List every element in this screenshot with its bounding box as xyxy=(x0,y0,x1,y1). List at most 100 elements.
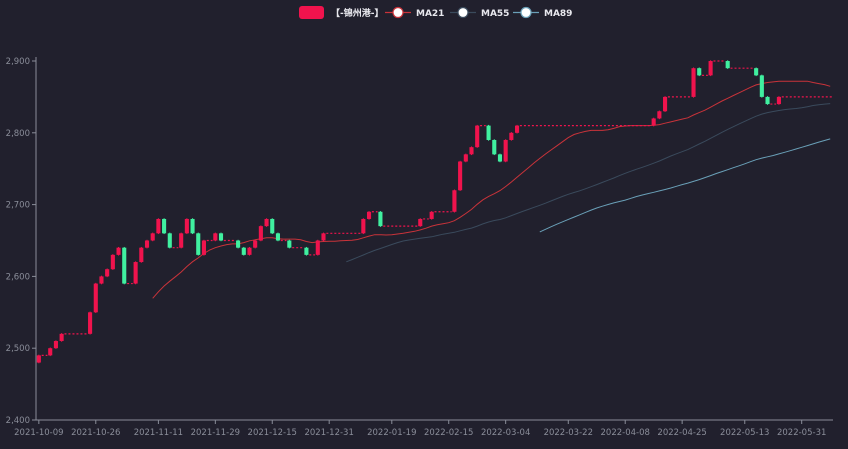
ma89-line xyxy=(539,138,831,233)
x-tick-label: 2022-05-31 xyxy=(777,428,826,438)
candle-up xyxy=(247,246,252,256)
candle-up xyxy=(321,232,326,242)
candle-up xyxy=(708,60,713,77)
candle-up xyxy=(463,153,468,163)
legend-ma21-marker xyxy=(392,6,404,19)
candle-up xyxy=(663,96,668,112)
candle-up xyxy=(253,239,258,249)
legend-kline-label: 【-锦州港-】 xyxy=(331,7,383,19)
candle-up xyxy=(213,232,218,242)
candle-up xyxy=(88,311,93,335)
candle-up xyxy=(139,246,144,263)
x-tick-label: 2021-12-31 xyxy=(304,428,353,438)
candle-body xyxy=(378,211,383,227)
candle-up xyxy=(366,211,372,220)
candle-body xyxy=(167,233,172,248)
legend-ma89-marker xyxy=(520,6,532,19)
candle-body xyxy=(48,348,53,356)
x-tick-label: 2021-12-15 xyxy=(248,428,297,438)
candle-body xyxy=(133,262,138,284)
candle-up xyxy=(110,254,115,270)
legend-item-ma21[interactable]: MA21 xyxy=(385,6,444,20)
candle-body xyxy=(429,211,434,219)
candle-up xyxy=(184,218,189,235)
x-tick-label: 2022-03-04 xyxy=(481,428,530,438)
candle-body xyxy=(452,190,457,212)
x-tick-label: 2022-02-15 xyxy=(424,428,473,438)
legend-kline-swatch xyxy=(299,6,324,19)
candle-down xyxy=(304,246,309,256)
candle-body xyxy=(93,283,98,313)
candle-body xyxy=(270,218,275,234)
candle-body xyxy=(218,233,224,241)
candle-body xyxy=(59,333,64,342)
candle-body xyxy=(458,161,463,191)
candle-body xyxy=(486,125,491,140)
legend-item-ma55[interactable]: MA55 xyxy=(450,6,509,20)
candle-down xyxy=(378,211,383,227)
candle-body xyxy=(304,247,309,255)
candle-body xyxy=(651,118,656,126)
candle-body xyxy=(88,312,93,334)
x-tick-label: 2021-11-11 xyxy=(134,428,183,438)
candle-body xyxy=(258,226,263,241)
candle-down xyxy=(765,96,770,105)
candle-up xyxy=(150,232,155,242)
y-tick-label: 2,900 xyxy=(6,57,30,67)
candle-body xyxy=(144,240,150,248)
candle-up xyxy=(657,110,662,120)
x-axis: 2021-10-09 2021-10-26 2021-11-11 2021-11-29… xyxy=(14,419,833,438)
candle-body xyxy=(463,154,468,162)
candle-up xyxy=(133,261,138,285)
candle-down xyxy=(270,218,275,235)
candle-body xyxy=(253,240,258,248)
candle-body xyxy=(469,147,474,155)
candle-down xyxy=(725,60,730,69)
candle-up xyxy=(691,67,696,98)
candle-body xyxy=(275,233,280,241)
legend-ma55-marker xyxy=(457,6,469,19)
legend-item-kline[interactable]: 【-锦州港-】 xyxy=(299,6,383,19)
candle-down xyxy=(754,67,759,77)
candle-up xyxy=(475,124,480,148)
chart-legend[interactable]: 【-锦州港-】 MA21 MA55 MA89 xyxy=(299,6,572,19)
candle-body xyxy=(759,75,764,97)
candle-down xyxy=(275,232,280,242)
x-tick-label: 2022-01-19 xyxy=(367,428,416,438)
candle-down xyxy=(236,239,241,249)
candle-body xyxy=(708,61,713,76)
candle-up xyxy=(469,146,474,156)
candle-up xyxy=(452,189,457,213)
candle-body xyxy=(725,61,730,69)
candle-body xyxy=(110,254,115,270)
candle-body xyxy=(776,96,781,105)
ma21-line xyxy=(152,80,831,299)
candle-up xyxy=(48,347,53,357)
candle-body xyxy=(122,247,127,284)
candle-body xyxy=(475,125,480,148)
x-tick-label: 2022-04-08 xyxy=(601,428,650,438)
candle-down xyxy=(697,67,702,77)
y-tick-label: 2,500 xyxy=(6,344,30,354)
candle-up xyxy=(201,239,206,256)
candle-body xyxy=(765,96,770,105)
legend-item-ma89[interactable]: MA89 xyxy=(513,6,572,20)
candle-body xyxy=(287,240,292,248)
candle-up xyxy=(458,160,463,191)
candle-down xyxy=(162,218,167,235)
candle-down xyxy=(122,246,127,285)
candle-body xyxy=(179,233,184,248)
candles xyxy=(36,60,781,364)
candle-body xyxy=(105,269,110,277)
candle-body xyxy=(492,139,497,155)
doji-connectors xyxy=(41,60,833,356)
candle-body xyxy=(162,218,167,234)
y-axis: 2,400 2,500 2,600 2,700 2,800 2,900 xyxy=(6,57,37,426)
candle-body xyxy=(196,233,201,255)
candle-up xyxy=(776,96,781,105)
candle-up xyxy=(144,239,150,249)
candle-up xyxy=(503,139,508,163)
legend-ma89-label: MA89 xyxy=(544,9,572,19)
